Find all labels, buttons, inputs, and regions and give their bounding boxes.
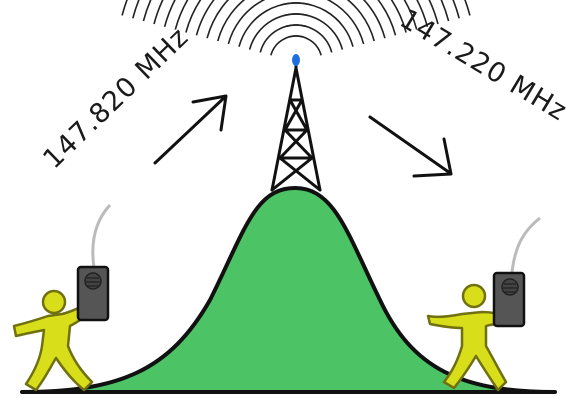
radio-wave-arc-right xyxy=(403,0,418,30)
right-frequency-label: 147.220 MHz xyxy=(394,3,566,127)
radio-wave-arc-right xyxy=(346,0,375,42)
antenna-wire-right xyxy=(510,216,541,273)
antenna-wire-left xyxy=(91,203,112,269)
radio-wave-arc-left xyxy=(174,0,189,30)
left-operator xyxy=(12,203,112,392)
hill xyxy=(20,186,557,394)
person-icon-left xyxy=(12,289,98,392)
antenna-tip xyxy=(292,54,300,66)
arrow-icon-right xyxy=(368,115,453,178)
handheld-radio-icon-right xyxy=(492,271,526,328)
radio-wave-arc-right xyxy=(362,0,386,39)
radio-wave-arc-left xyxy=(270,35,303,56)
left-frequency-label: 147.820 MHz xyxy=(37,21,195,175)
radio-wave-arc-left xyxy=(206,0,230,39)
radio-wave-arc-right xyxy=(283,13,344,50)
tower-icon xyxy=(270,58,322,192)
radio-wave-arc-right xyxy=(326,0,365,45)
radio-waves-right xyxy=(280,0,471,56)
radio-wave-arc-right xyxy=(280,2,354,47)
person-icon-right xyxy=(426,283,510,392)
radio-wave-arc-left xyxy=(217,0,246,42)
radio-wave-arc-right xyxy=(289,35,322,56)
radio-wave-arc-right xyxy=(390,0,407,33)
radio-wave-arc-left xyxy=(248,13,309,50)
radio-wave-arc-right xyxy=(286,24,333,53)
handheld-radio-icon-left xyxy=(76,265,110,322)
radio-wave-arc-left xyxy=(227,0,266,45)
arrow-icon-left xyxy=(153,94,228,165)
radio-wave-arc-right xyxy=(377,0,397,36)
radio-wave-arc-left xyxy=(195,0,215,36)
right-operator xyxy=(426,216,541,392)
radio-wave-arc-left xyxy=(185,0,202,33)
